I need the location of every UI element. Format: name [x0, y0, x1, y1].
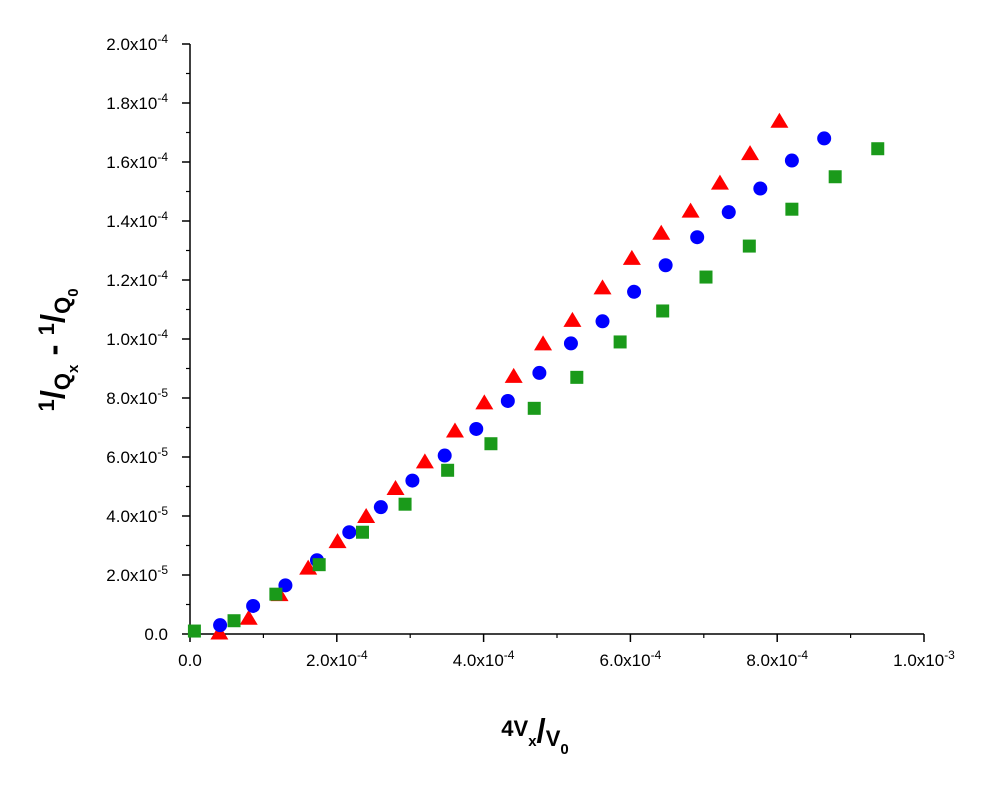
- circle-point: [500, 393, 515, 408]
- triangle-point: [475, 394, 494, 410]
- triangle-point: [563, 311, 582, 327]
- circle-point: [405, 473, 420, 488]
- triangle-point: [622, 249, 641, 265]
- y-tick-label: 1.4x10-4: [106, 209, 168, 231]
- circle-point: [721, 205, 736, 220]
- square-point: [312, 558, 326, 572]
- square-point: [656, 304, 670, 318]
- axes: 0.0 2.0x10-4 4.0x10-4 6.0x10-4 8.0x10-4 1.0x1…: [106, 32, 955, 670]
- triangle-point: [357, 508, 376, 523]
- plot-area: [187, 112, 885, 640]
- triangle-point: [386, 479, 405, 495]
- triangle-point: [652, 224, 671, 240]
- y-tick-label: 0.0: [144, 625, 168, 644]
- square-point: [187, 624, 201, 638]
- circle-point: [690, 230, 705, 245]
- triangle-point: [710, 174, 729, 190]
- y-tick-label: 1.8x10-4: [106, 91, 168, 113]
- series-2: [213, 131, 832, 633]
- y-axis-label: 1/Qx - 1/Q0: [34, 288, 82, 411]
- series-1: [210, 112, 789, 640]
- square-point: [355, 525, 369, 539]
- square-point: [484, 437, 498, 451]
- x-tick-label: 8.0x10-4: [746, 648, 808, 670]
- square-point: [699, 270, 713, 284]
- triangle-point: [445, 422, 464, 438]
- triangle-point: [415, 453, 434, 469]
- square-point: [527, 401, 541, 415]
- square-point: [227, 614, 241, 628]
- y-tick-label: 8.0x10-5: [106, 386, 168, 408]
- circle-point: [246, 598, 261, 613]
- circle-point: [469, 421, 484, 436]
- square-point: [269, 587, 283, 601]
- y-tick-label: 4.0x10-5: [106, 504, 168, 526]
- y-tick-label: 1.0x10-4: [106, 327, 168, 349]
- triangle-point: [299, 559, 318, 575]
- square-point: [613, 335, 627, 349]
- triangle-point: [770, 112, 789, 128]
- circle-point: [658, 258, 673, 273]
- circle-point: [373, 500, 388, 515]
- square-point: [742, 239, 756, 253]
- y-tick-label: 2.0x10-5: [106, 563, 168, 585]
- x-tick-label: 1.0x10-3: [893, 648, 955, 670]
- triangle-point: [239, 609, 258, 625]
- circle-point: [753, 181, 768, 196]
- circle-point: [784, 153, 799, 168]
- x-tick-label: 0.0: [178, 651, 202, 670]
- y-tick-label: 6.0x10-5: [106, 445, 168, 467]
- triangle-point: [328, 533, 347, 549]
- x-tick-label: 6.0x10-4: [600, 648, 662, 670]
- x-tick-label: 2.0x10-4: [306, 648, 368, 670]
- square-point: [828, 170, 842, 184]
- circle-point: [437, 448, 452, 463]
- circle-point: [342, 525, 357, 540]
- triangle-point: [504, 367, 523, 383]
- circle-point: [532, 365, 547, 380]
- triangle-point: [681, 202, 700, 218]
- y-tick-label: 1.6x10-4: [106, 150, 168, 172]
- square-point: [871, 142, 885, 156]
- triangle-point: [741, 145, 760, 161]
- x-axis-label: 4Vx/V0: [501, 712, 568, 758]
- square-point: [441, 463, 455, 477]
- triangle-point: [534, 335, 553, 351]
- triangle-point: [593, 279, 612, 295]
- circle-point: [213, 618, 228, 633]
- y-tick-label: 1.2x10-4: [106, 268, 168, 290]
- circle-point: [817, 131, 832, 146]
- circle-point: [595, 314, 610, 329]
- y-tick-label: 2.0x10-4: [106, 32, 168, 54]
- x-tick-label: 4.0x10-4: [453, 648, 515, 670]
- square-point: [570, 370, 584, 384]
- square-point: [785, 202, 799, 216]
- series-3: [187, 142, 885, 638]
- circle-point: [627, 284, 642, 299]
- circle-point: [563, 336, 578, 351]
- square-point: [398, 497, 412, 511]
